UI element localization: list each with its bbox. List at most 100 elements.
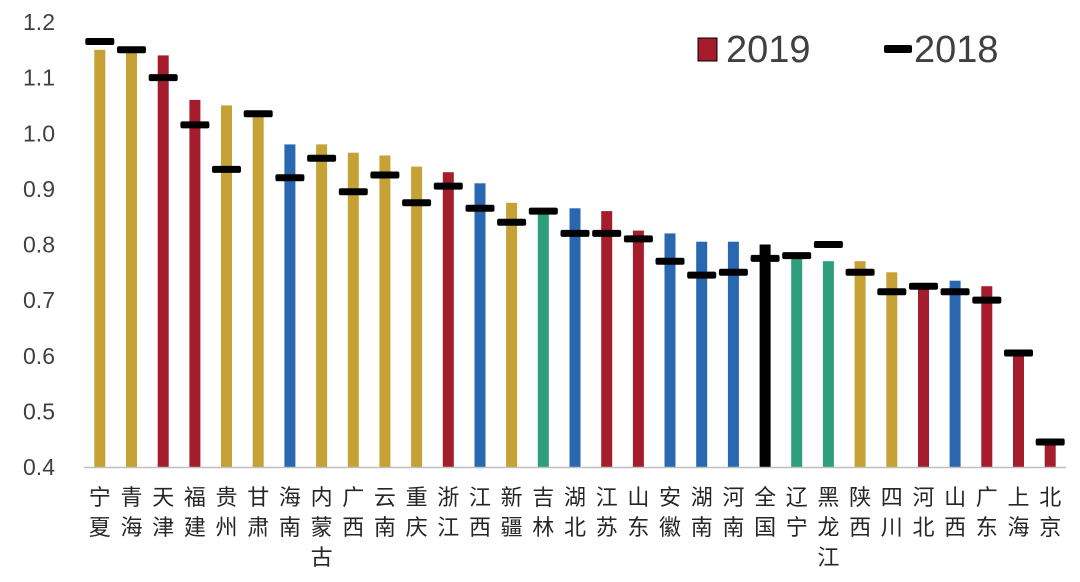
bar-2019 <box>442 172 454 467</box>
marker-2018 <box>909 282 938 290</box>
marker-2018 <box>1004 349 1033 357</box>
category-label-char: 河 <box>722 486 744 511</box>
category-label-char: 内 <box>311 486 333 511</box>
bar-2019 <box>632 230 644 467</box>
y-tick-label: 0.9 <box>23 176 55 202</box>
marker-2018 <box>180 121 210 129</box>
marker-2018 <box>402 199 432 207</box>
markers-2018 <box>85 38 1065 446</box>
bar-2019 <box>316 144 328 467</box>
category-label-char: 南 <box>691 516 713 541</box>
bar-2019 <box>347 152 359 467</box>
category-label-char: 川 <box>881 516 903 541</box>
legend-label-2019: 2019 <box>726 29 811 71</box>
bars-2019 <box>94 49 1056 468</box>
legend-swatch-2018 <box>884 45 912 53</box>
category-label-char: 云 <box>374 486 396 511</box>
marker-2018 <box>592 229 622 237</box>
category-label: 北京 <box>1039 486 1061 541</box>
y-tick-label: 0.4 <box>23 454 55 480</box>
category-label-char: 辽 <box>786 486 808 511</box>
category-label: 辽宁 <box>786 486 808 541</box>
marker-2018 <box>338 188 368 196</box>
category-label-char: 海 <box>120 516 142 541</box>
category-label: 江西 <box>469 486 491 541</box>
bar-2019 <box>537 208 549 468</box>
category-label-char: 西 <box>849 516 871 541</box>
category-label-char: 肃 <box>247 516 269 541</box>
category-label: 天津 <box>152 486 174 541</box>
category-label-char: 东 <box>627 516 649 541</box>
category-label: 福建 <box>184 486 206 541</box>
marker-2018 <box>212 165 241 173</box>
category-labels: 宁夏青海天津福建贵州甘肃海南内蒙古广西云南重庆浙江江西新疆吉林湖北江苏山东安徽湖… <box>89 486 1061 571</box>
category-label: 陕西 <box>849 486 871 541</box>
category-label-char: 黑 <box>817 486 839 511</box>
category-label-char: 林 <box>532 516 554 541</box>
legend-label-2018: 2018 <box>914 29 999 71</box>
category-label: 青海 <box>120 486 142 541</box>
bar-2019 <box>854 261 866 467</box>
bar-2019 <box>981 286 993 467</box>
marker-2018 <box>307 154 337 162</box>
bar-2019 <box>791 252 803 467</box>
bar-2019 <box>664 233 676 467</box>
category-label-char: 徽 <box>659 516 681 541</box>
marker-2018 <box>845 268 875 276</box>
category-label-char: 上 <box>1007 486 1029 511</box>
category-label-char: 东 <box>976 516 998 541</box>
category-label-char: 宁 <box>786 516 808 541</box>
category-label-char: 江 <box>817 546 839 571</box>
bar-2019 <box>727 241 739 467</box>
category-label-char: 龙 <box>817 516 839 541</box>
category-label-char: 津 <box>152 516 174 541</box>
category-label: 广东 <box>976 486 998 541</box>
category-label-char: 青 <box>120 486 142 511</box>
marker-2018 <box>623 235 653 243</box>
bar-2019 <box>189 99 201 468</box>
category-label-char: 西 <box>342 516 364 541</box>
category-label: 山西 <box>944 486 966 541</box>
bar-2019 <box>506 202 518 468</box>
category-label-char: 南 <box>722 516 744 541</box>
category-label-char: 海 <box>279 486 301 511</box>
y-tick-label: 0.8 <box>23 232 55 258</box>
category-label: 黑龙江 <box>817 486 839 571</box>
category-label: 浙江 <box>437 486 459 541</box>
category-label: 全国 <box>754 486 776 541</box>
bar-2019 <box>252 111 264 467</box>
marker-2018 <box>750 254 780 262</box>
category-label-char: 建 <box>184 516 206 541</box>
category-label: 安徽 <box>659 486 681 541</box>
category-label: 河北 <box>912 486 934 541</box>
category-label-char: 山 <box>627 486 649 511</box>
category-label-char: 夏 <box>89 516 111 541</box>
category-label: 贵州 <box>215 486 237 541</box>
marker-2018 <box>972 296 1002 304</box>
category-label: 湖南 <box>691 486 713 541</box>
marker-2018 <box>813 241 843 248</box>
bar-2019 <box>949 280 961 467</box>
marker-2018 <box>497 218 527 226</box>
marker-2018 <box>465 204 495 212</box>
category-label-char: 国 <box>754 516 776 541</box>
bar-2019 <box>569 208 581 468</box>
bar-2019 <box>94 49 106 468</box>
category-label-char: 湖 <box>564 486 586 511</box>
category-label: 吉林 <box>532 486 554 541</box>
category-label-char: 江 <box>469 486 491 511</box>
category-label: 湖北 <box>564 486 586 541</box>
category-label-char: 庆 <box>406 516 428 541</box>
category-label-char: 州 <box>215 516 237 541</box>
category-label: 甘肃 <box>247 486 269 541</box>
marker-2018 <box>275 174 305 182</box>
marker-2018 <box>940 288 970 296</box>
category-label-char: 福 <box>184 486 206 511</box>
category-label-char: 西 <box>944 516 966 541</box>
marker-2018 <box>687 271 717 279</box>
marker-2018 <box>655 257 685 265</box>
marker-2018 <box>528 207 558 215</box>
category-label-char: 海 <box>1007 516 1029 541</box>
bar-2019 <box>157 55 169 468</box>
